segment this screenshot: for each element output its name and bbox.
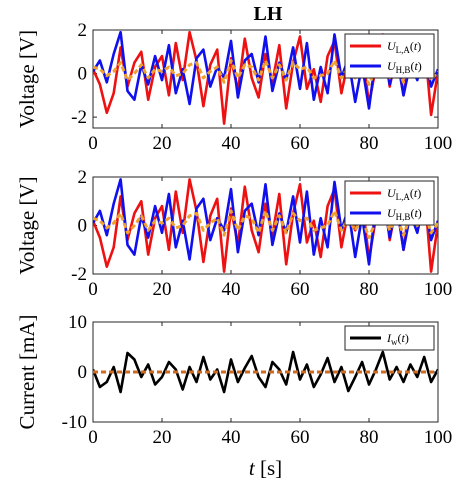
y-axis-label: Current [mA] — [15, 315, 39, 430]
y-tick-label: -10 — [62, 412, 87, 433]
legend-entry: Iw(t) — [386, 331, 409, 347]
y-tick-label: 0 — [78, 362, 88, 383]
x-tick-label: 100 — [424, 427, 453, 448]
x-axis-label-unit: [s] — [255, 456, 282, 480]
legend-var: t — [414, 59, 418, 73]
legend-var: t — [402, 331, 406, 345]
legend: Iw(t) — [344, 325, 435, 351]
legend-entry: UH,B(t) — [387, 59, 422, 75]
legend-paren: ) — [418, 59, 422, 73]
legend-subscript: L,A — [396, 45, 411, 55]
legend-symbol: U — [387, 186, 397, 200]
x-tick-label: 20 — [153, 427, 172, 448]
legend-paren: ) — [405, 331, 409, 345]
legend-var: t — [414, 206, 418, 220]
legend-symbol: U — [387, 39, 397, 53]
legend-var: t — [414, 39, 418, 53]
legend-paren: ( — [410, 59, 414, 73]
x-tick-label: 80 — [360, 279, 379, 300]
legend: UL,A(t)UH,B(t) — [344, 33, 435, 79]
legend-symbol: I — [386, 331, 392, 345]
legend-paren: ( — [398, 331, 402, 345]
legend-symbol: U — [387, 59, 397, 73]
x-tick-label: 80 — [360, 133, 379, 154]
x-tick-label: 40 — [222, 279, 241, 300]
legend-symbol: U — [387, 206, 397, 220]
x-tick-label: 60 — [291, 279, 310, 300]
x-tick-label: 0 — [88, 279, 98, 300]
y-tick-label: 0 — [78, 64, 88, 85]
y-tick-label: 10 — [68, 312, 87, 333]
x-tick-label: 0 — [88, 133, 98, 154]
legend: UL,A(t)UH,B(t) — [344, 180, 435, 226]
legend-paren: ) — [417, 39, 421, 53]
x-axis-label: t [s] — [249, 456, 282, 480]
legend-box — [344, 180, 435, 226]
x-tick-label: 100 — [424, 133, 453, 154]
legend-paren: ( — [410, 206, 414, 220]
y-tick-label: -2 — [71, 264, 87, 285]
x-tick-label: 20 — [153, 279, 172, 300]
x-tick-label: 0 — [88, 427, 98, 448]
legend-paren: ( — [410, 39, 414, 53]
y-axis-label: Voltage [V] — [15, 176, 39, 274]
legend-subscript: w — [391, 337, 398, 347]
legend-paren: ) — [417, 186, 421, 200]
y-axis-label: Voltage [V] — [15, 30, 39, 128]
x-tick-label: 100 — [424, 279, 453, 300]
x-tick-label: 60 — [291, 133, 310, 154]
legend-entry: UL,A(t) — [387, 186, 421, 202]
legend-box — [344, 33, 435, 79]
legend-subscript: L,A — [396, 192, 411, 202]
legend-paren: ) — [418, 206, 422, 220]
legend-var: t — [414, 186, 418, 200]
legend-entry: UL,A(t) — [387, 39, 421, 55]
chart-title: LH — [254, 3, 283, 25]
legend-paren: ( — [410, 186, 414, 200]
y-tick-label: 2 — [78, 20, 88, 41]
y-tick-label: 0 — [78, 216, 88, 237]
legend-subscript: H,B — [396, 212, 411, 222]
y-tick-label: 2 — [78, 167, 88, 188]
series-group — [93, 350, 438, 394]
x-tick-label: 20 — [153, 133, 172, 154]
x-tick-label: 40 — [222, 133, 241, 154]
legend-entry: UH,B(t) — [387, 206, 422, 222]
x-tick-label: 40 — [222, 427, 241, 448]
legend-subscript: H,B — [396, 65, 411, 75]
x-tick-label: 80 — [360, 427, 379, 448]
x-tick-label: 60 — [291, 427, 310, 448]
y-tick-label: -2 — [71, 107, 87, 128]
x-axis-label-symbol: t — [249, 456, 256, 480]
